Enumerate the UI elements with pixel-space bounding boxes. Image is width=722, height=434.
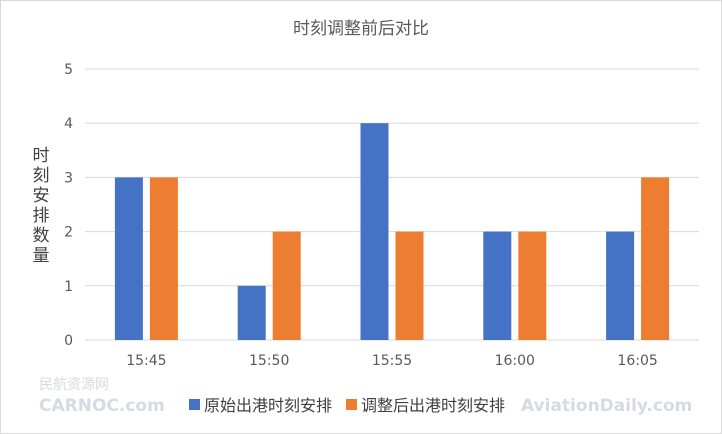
legend-label-adjusted: 调整后出港时刻安排 bbox=[361, 396, 505, 415]
y-tick-label: 5 bbox=[64, 62, 73, 78]
legend-label-original: 原始出港时刻安排 bbox=[204, 396, 332, 415]
y-tick-label: 0 bbox=[64, 333, 73, 349]
y-tick-label: 4 bbox=[64, 116, 73, 132]
legend: 原始出港时刻安排 调整后出港时刻安排 bbox=[189, 396, 505, 415]
y-tick-label: 1 bbox=[64, 279, 73, 295]
gridlines bbox=[85, 68, 699, 341]
bar-adjusted-1550 bbox=[272, 231, 301, 340]
bar-original-1600 bbox=[483, 231, 512, 340]
watermark-aviationdaily: AviationDaily.com bbox=[521, 396, 692, 416]
legend-swatch-adjusted bbox=[346, 399, 357, 410]
y-axis-ticks: 0 1 2 3 4 5 bbox=[64, 62, 73, 349]
x-axis-ticks: 15:45 15:50 15:55 16:00 16:05 bbox=[126, 353, 658, 369]
y-axis-label-char: 排 bbox=[33, 206, 50, 226]
y-axis-label-char: 刻 bbox=[33, 166, 50, 186]
watermark-carnoc: CARNOC.com bbox=[39, 396, 165, 416]
bar-original-1550 bbox=[237, 285, 266, 340]
y-axis-label-char: 数 bbox=[33, 226, 50, 246]
y-tick-label: 3 bbox=[64, 170, 73, 186]
bar-adjusted-1605 bbox=[641, 177, 670, 340]
y-axis-label-char: 时 bbox=[33, 146, 50, 166]
y-axis-label-char: 量 bbox=[33, 246, 50, 266]
x-tick-label: 16:05 bbox=[617, 353, 657, 369]
bar-original-1545 bbox=[114, 177, 143, 340]
x-tick-label: 15:45 bbox=[126, 353, 166, 369]
bars bbox=[114, 123, 670, 340]
x-tick-label: 15:55 bbox=[372, 353, 412, 369]
y-tick-label: 2 bbox=[64, 225, 73, 241]
bar-adjusted-1555 bbox=[395, 231, 424, 340]
legend-swatch-original bbox=[189, 399, 200, 410]
x-tick-label: 16:00 bbox=[495, 353, 535, 369]
bar-original-1555 bbox=[360, 123, 389, 340]
bar-original-1605 bbox=[606, 231, 635, 340]
bar-adjusted-1600 bbox=[518, 231, 547, 340]
watermarks: 民航资源网 CARNOC.com AviationDaily.com bbox=[39, 377, 692, 416]
y-axis-label-char: 安 bbox=[33, 186, 50, 206]
bar-adjusted-1545 bbox=[149, 177, 178, 340]
watermark-cn: 民航资源网 bbox=[39, 377, 109, 393]
x-tick-label: 15:50 bbox=[249, 353, 289, 369]
chart-title: 时刻调整前后对比 bbox=[293, 19, 429, 39]
